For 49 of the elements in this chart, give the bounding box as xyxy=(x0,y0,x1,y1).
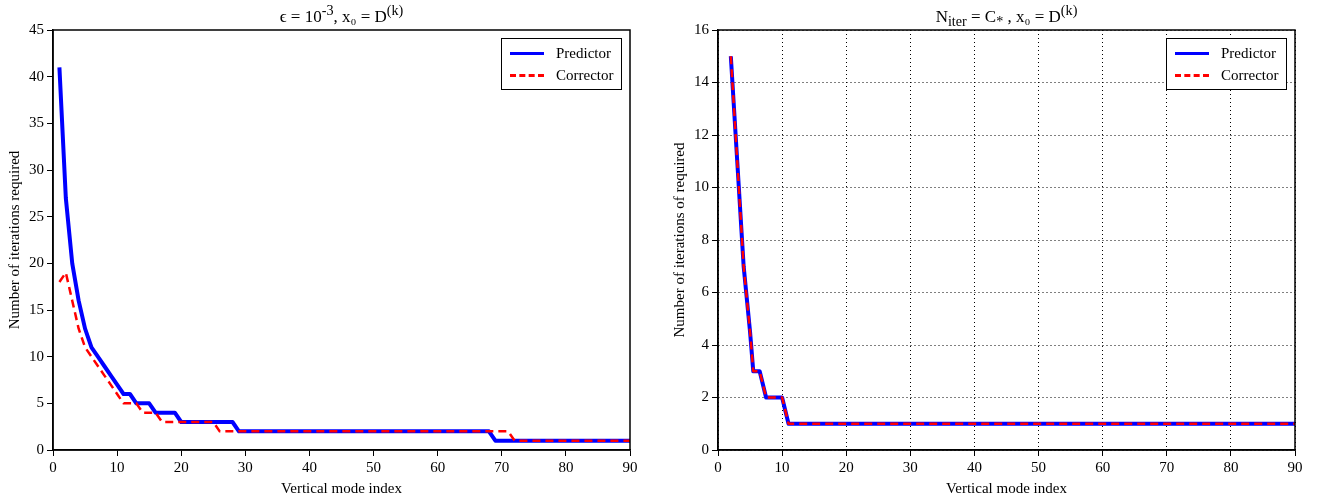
chart-title: N$_{iter}$ = C$_{*}$ , x₀ = D$^{(k)}$ xyxy=(934,2,1079,31)
y-tick-label: 45 xyxy=(29,20,44,37)
y-axis-title: Number of iterations required xyxy=(5,150,22,330)
x-tick-label: 90 xyxy=(622,458,638,475)
legend-label: Predictor xyxy=(1221,44,1276,62)
y-tick-label: 10 xyxy=(29,347,44,364)
y-tick-label: 16 xyxy=(694,20,710,37)
legend-label: Corrector xyxy=(556,66,614,84)
x-tick-label: 30 xyxy=(902,458,918,475)
y-axis-title: Number of iterations of required xyxy=(670,142,687,338)
x-tick-label: 10 xyxy=(774,458,790,475)
x-axis-title: Vertical mode index xyxy=(946,479,1068,496)
y-tick-label: 30 xyxy=(29,160,44,177)
y-tick-label: 0 xyxy=(701,440,709,457)
y-tick-label: 6 xyxy=(701,283,710,300)
x-tick-label: 40 xyxy=(301,458,317,475)
chart-title: ϵ = 10$^{-3}$, x₀ = D$^{(k)}$ xyxy=(278,2,405,27)
x-tick-label: 0 xyxy=(714,458,722,475)
x-tick-label: 30 xyxy=(237,458,253,475)
x-tick-label: 10 xyxy=(109,458,125,475)
x-tick-label: 50 xyxy=(366,458,382,475)
x-tick-label: 90 xyxy=(1287,458,1303,475)
x-tick-label: 80 xyxy=(1223,458,1239,475)
x-axis-title: Vertical mode index xyxy=(281,479,403,496)
y-tick-label: 4 xyxy=(701,335,710,352)
x-tick-label: 60 xyxy=(430,458,446,475)
x-tick-label: 60 xyxy=(1095,458,1111,475)
y-tick-label: 20 xyxy=(29,254,44,271)
y-tick-label: 8 xyxy=(701,230,709,247)
y-tick-label: 12 xyxy=(694,125,709,142)
y-tick-label: 10 xyxy=(694,178,709,195)
y-tick-label: 40 xyxy=(29,67,44,84)
x-tick-label: 70 xyxy=(494,458,510,475)
legend-label: Corrector xyxy=(1221,66,1279,84)
x-tick-label: 50 xyxy=(1031,458,1047,475)
y-tick-label: 2 xyxy=(701,388,709,405)
y-tick-label: 25 xyxy=(29,207,44,224)
x-tick-label: 20 xyxy=(173,458,189,475)
y-tick-label: 14 xyxy=(694,73,710,90)
y-tick-label: 15 xyxy=(29,300,44,317)
x-tick-label: 80 xyxy=(558,458,574,475)
x-tick-label: 40 xyxy=(966,458,982,475)
x-tick-label: 70 xyxy=(1159,458,1175,475)
legend-label: Predictor xyxy=(556,44,611,62)
y-tick-label: 35 xyxy=(29,114,44,131)
x-tick-label: 0 xyxy=(49,458,57,475)
y-tick-label: 0 xyxy=(36,440,44,457)
x-tick-label: 20 xyxy=(838,458,854,475)
y-tick-label: 5 xyxy=(36,394,44,411)
